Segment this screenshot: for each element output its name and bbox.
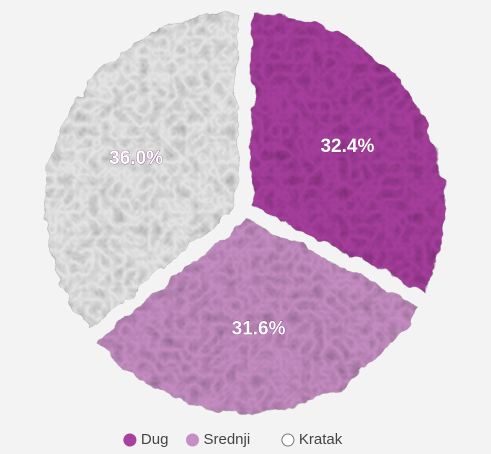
legend-label[interactable]: Srednji xyxy=(204,431,251,448)
value-label: 36.0% xyxy=(109,148,163,169)
legend-label[interactable]: Dug xyxy=(141,431,169,448)
chart: 32.4% 31.6% 36.0% Dug Srednji Kratak xyxy=(0,0,491,454)
legend-swatch[interactable] xyxy=(282,434,294,446)
value-label: 31.6% xyxy=(232,319,286,340)
legend-label[interactable]: Kratak xyxy=(299,431,343,448)
pie xyxy=(45,13,445,411)
legend-swatch[interactable] xyxy=(187,434,199,446)
legend: Dug Srednji Kratak xyxy=(124,431,343,448)
legend-swatch[interactable] xyxy=(124,434,136,446)
page: {"chart_data": {"type": "pie", "categori… xyxy=(0,0,491,454)
value-label: 32.4% xyxy=(320,136,374,157)
